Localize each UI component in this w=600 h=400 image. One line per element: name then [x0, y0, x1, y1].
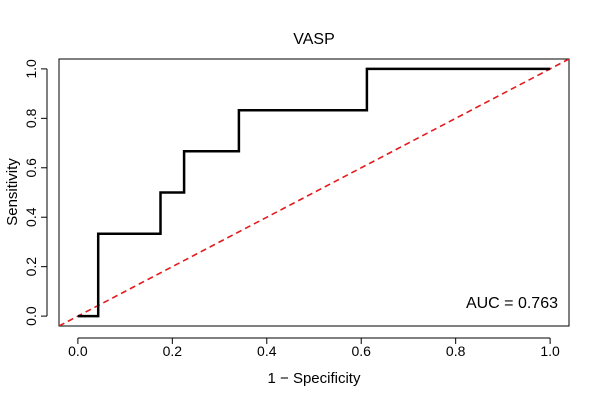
reference-diagonal-line — [59, 59, 569, 326]
y-tick-label: 0.0 — [23, 306, 39, 326]
auc-annotation: AUC = 0.763 — [466, 295, 558, 312]
x-tick-label: 0.6 — [351, 343, 371, 359]
plot-frame — [58, 58, 570, 327]
y-tick-label: 1.0 — [23, 59, 39, 79]
plot-area — [58, 58, 570, 327]
x-axis: 0.0 0.2 0.4 0.6 0.8 1.0 — [68, 337, 560, 359]
y-tick-label: 0.2 — [23, 257, 39, 277]
roc-curve — [77, 67, 551, 318]
x-tick-label: 0.4 — [257, 343, 277, 359]
x-tick-label: 0.2 — [163, 343, 183, 359]
y-tick-label: 0.8 — [23, 108, 39, 128]
y-axis-label: Sensitivity — [4, 158, 21, 226]
x-axis-label: 1 − Specificity — [268, 370, 361, 387]
chart-title: VASP — [293, 31, 335, 48]
x-tick-label: 0.8 — [446, 343, 466, 359]
y-tick-label: 0.4 — [23, 207, 39, 227]
y-tick-label: 0.6 — [23, 158, 39, 178]
x-tick-label: 1.0 — [540, 343, 560, 359]
x-tick-label: 0.0 — [68, 343, 88, 359]
y-axis: 0.0 0.2 0.4 0.6 0.8 1.0 — [23, 59, 48, 326]
